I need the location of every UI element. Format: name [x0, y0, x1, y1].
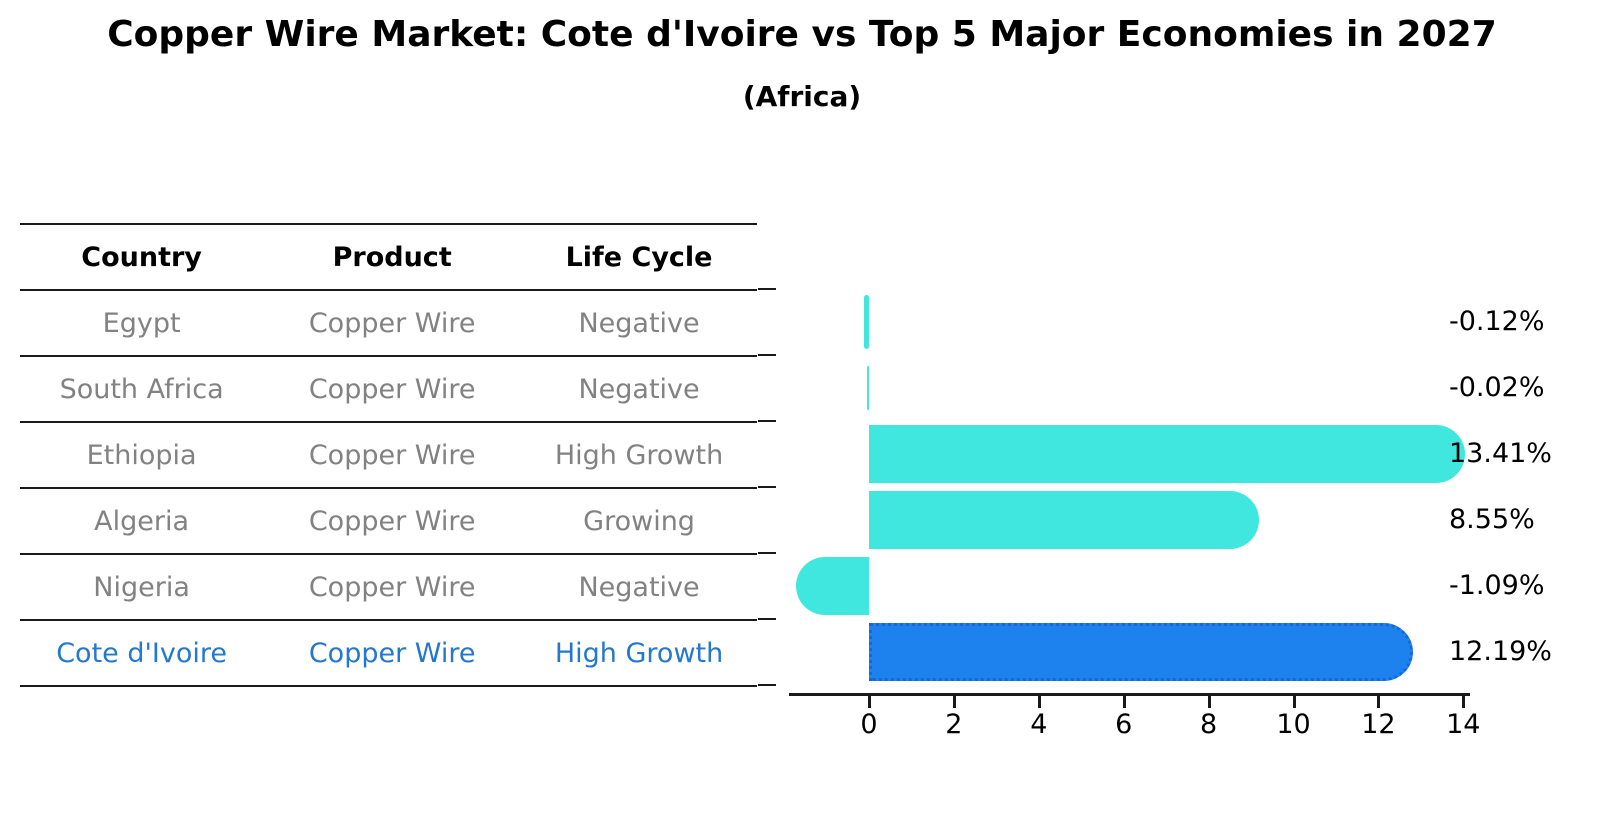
chart-subtitle: (Africa): [742, 80, 862, 113]
x-axis-tick: [1037, 696, 1041, 708]
x-axis-tick-label: 10: [1276, 709, 1311, 740]
table-row: Cote d'Ivoire Copper Wire High Growth: [20, 619, 757, 687]
table-cell-country: Egypt: [102, 307, 181, 339]
table-cell-country: South Africa: [59, 373, 224, 405]
x-axis-tick-label: 14: [1446, 709, 1481, 740]
x-axis-tick: [868, 696, 871, 708]
x-axis-tick: [1122, 696, 1126, 708]
chart-title: Copper Wire Market: Cote d'Ivoire vs Top…: [107, 14, 1497, 55]
bar-value-label: -1.09%: [1449, 570, 1545, 601]
table-cell-country: Ethiopia: [86, 439, 197, 471]
table-row: Ethiopia Copper Wire High Growth: [20, 421, 757, 487]
x-axis-tick: [1207, 696, 1211, 708]
y-axis-tick: [758, 684, 776, 686]
x-axis-tick-label: 0: [860, 709, 878, 740]
bar-nigeria: [795, 557, 869, 615]
table-cell-life-cycle: High Growth: [554, 439, 724, 471]
table-header-row: Country Product Life Cycle: [20, 223, 757, 289]
x-axis-tick: [1462, 696, 1466, 708]
table-row: South Africa Copper Wire Negative: [20, 355, 757, 421]
x-axis-tick: [1292, 696, 1296, 708]
data-table: Country Product Life Cycle Egypt Copper W…: [20, 223, 757, 687]
x-axis-tick-label: 8: [1200, 709, 1218, 740]
bar-cote-d-ivoire: [869, 623, 1414, 681]
table-cell-country: Algeria: [94, 505, 190, 537]
column-header-country: Country: [81, 241, 202, 273]
table-cell-country: Cote d'Ivoire: [56, 637, 227, 669]
y-axis-tick: [758, 354, 776, 356]
table-cell-country: Nigeria: [93, 571, 190, 603]
table-row: Nigeria Copper Wire Negative: [20, 553, 757, 619]
x-axis-tick: [952, 696, 956, 708]
table-cell-life-cycle: Negative: [578, 373, 700, 405]
bar-egypt: [863, 295, 869, 349]
y-axis-tick: [758, 420, 776, 422]
table-cell-product: Copper Wire: [308, 505, 476, 537]
table-cell-product: Copper Wire: [308, 307, 476, 339]
y-axis-tick: [758, 552, 776, 554]
bar-value-label: 8.55%: [1449, 504, 1535, 535]
table-cell-product: Copper Wire: [308, 571, 476, 603]
bar-south-africa: [867, 366, 869, 410]
table-cell-product: Copper Wire: [308, 439, 476, 471]
bar-ethiopia: [869, 425, 1466, 483]
bar-value-label: -0.12%: [1449, 306, 1545, 337]
table-row: Egypt Copper Wire Negative: [20, 289, 757, 355]
table-row: Algeria Copper Wire Growing: [20, 487, 757, 553]
table-cell-life-cycle: High Growth: [554, 637, 724, 669]
table-cell-life-cycle: Negative: [578, 307, 700, 339]
table-cell-life-cycle: Negative: [578, 571, 700, 603]
y-axis-tick: [758, 288, 776, 290]
x-axis-line: [789, 693, 1470, 696]
column-header-life-cycle: Life Cycle: [565, 241, 713, 273]
table-cell-product: Copper Wire: [308, 373, 476, 405]
column-header-product: Product: [332, 241, 452, 273]
bar-value-label: 13.41%: [1449, 438, 1552, 469]
y-axis-tick: [758, 486, 776, 488]
bar-value-label: -0.02%: [1449, 372, 1545, 403]
x-axis-tick-label: 4: [1030, 709, 1048, 740]
x-axis-tick-label: 12: [1361, 709, 1396, 740]
table-cell-product: Copper Wire: [308, 637, 476, 669]
y-axis-tick: [758, 618, 776, 620]
table-cell-life-cycle: Growing: [583, 505, 695, 537]
x-axis-tick: [1377, 696, 1381, 708]
x-axis-tick-label: 2: [945, 709, 963, 740]
table-body: Egypt Copper Wire Negative South Africa Copp…: [20, 289, 757, 687]
x-axis-tick-label: 6: [1115, 709, 1133, 740]
bar-value-label: 12.19%: [1449, 636, 1552, 667]
bar-algeria: [869, 491, 1259, 549]
